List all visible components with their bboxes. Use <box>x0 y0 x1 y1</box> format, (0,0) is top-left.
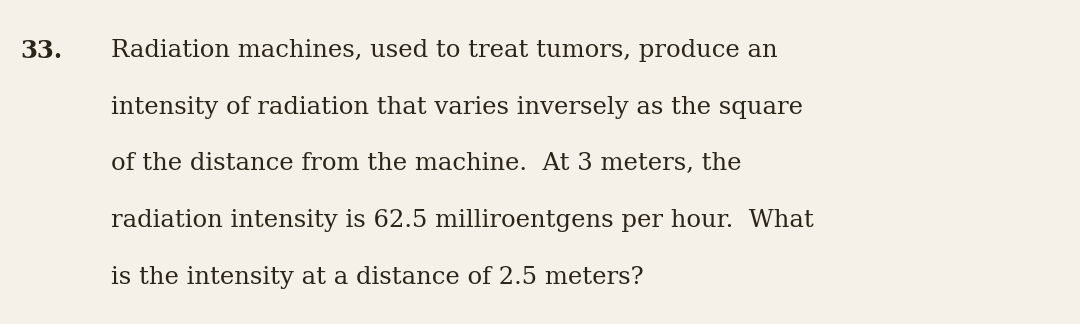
Text: intensity of radiation that varies inversely as the square: intensity of radiation that varies inver… <box>111 96 804 119</box>
Text: radiation intensity is 62.5 milliroentgens per hour.  What: radiation intensity is 62.5 milliroentge… <box>111 209 814 232</box>
Text: is the intensity at a distance of 2.5 meters?: is the intensity at a distance of 2.5 me… <box>111 266 644 289</box>
Text: Radiation machines, used to treat tumors, produce an: Radiation machines, used to treat tumors… <box>111 39 778 62</box>
Text: 33.: 33. <box>21 39 63 63</box>
Text: of the distance from the machine.  At 3 meters, the: of the distance from the machine. At 3 m… <box>111 152 742 175</box>
